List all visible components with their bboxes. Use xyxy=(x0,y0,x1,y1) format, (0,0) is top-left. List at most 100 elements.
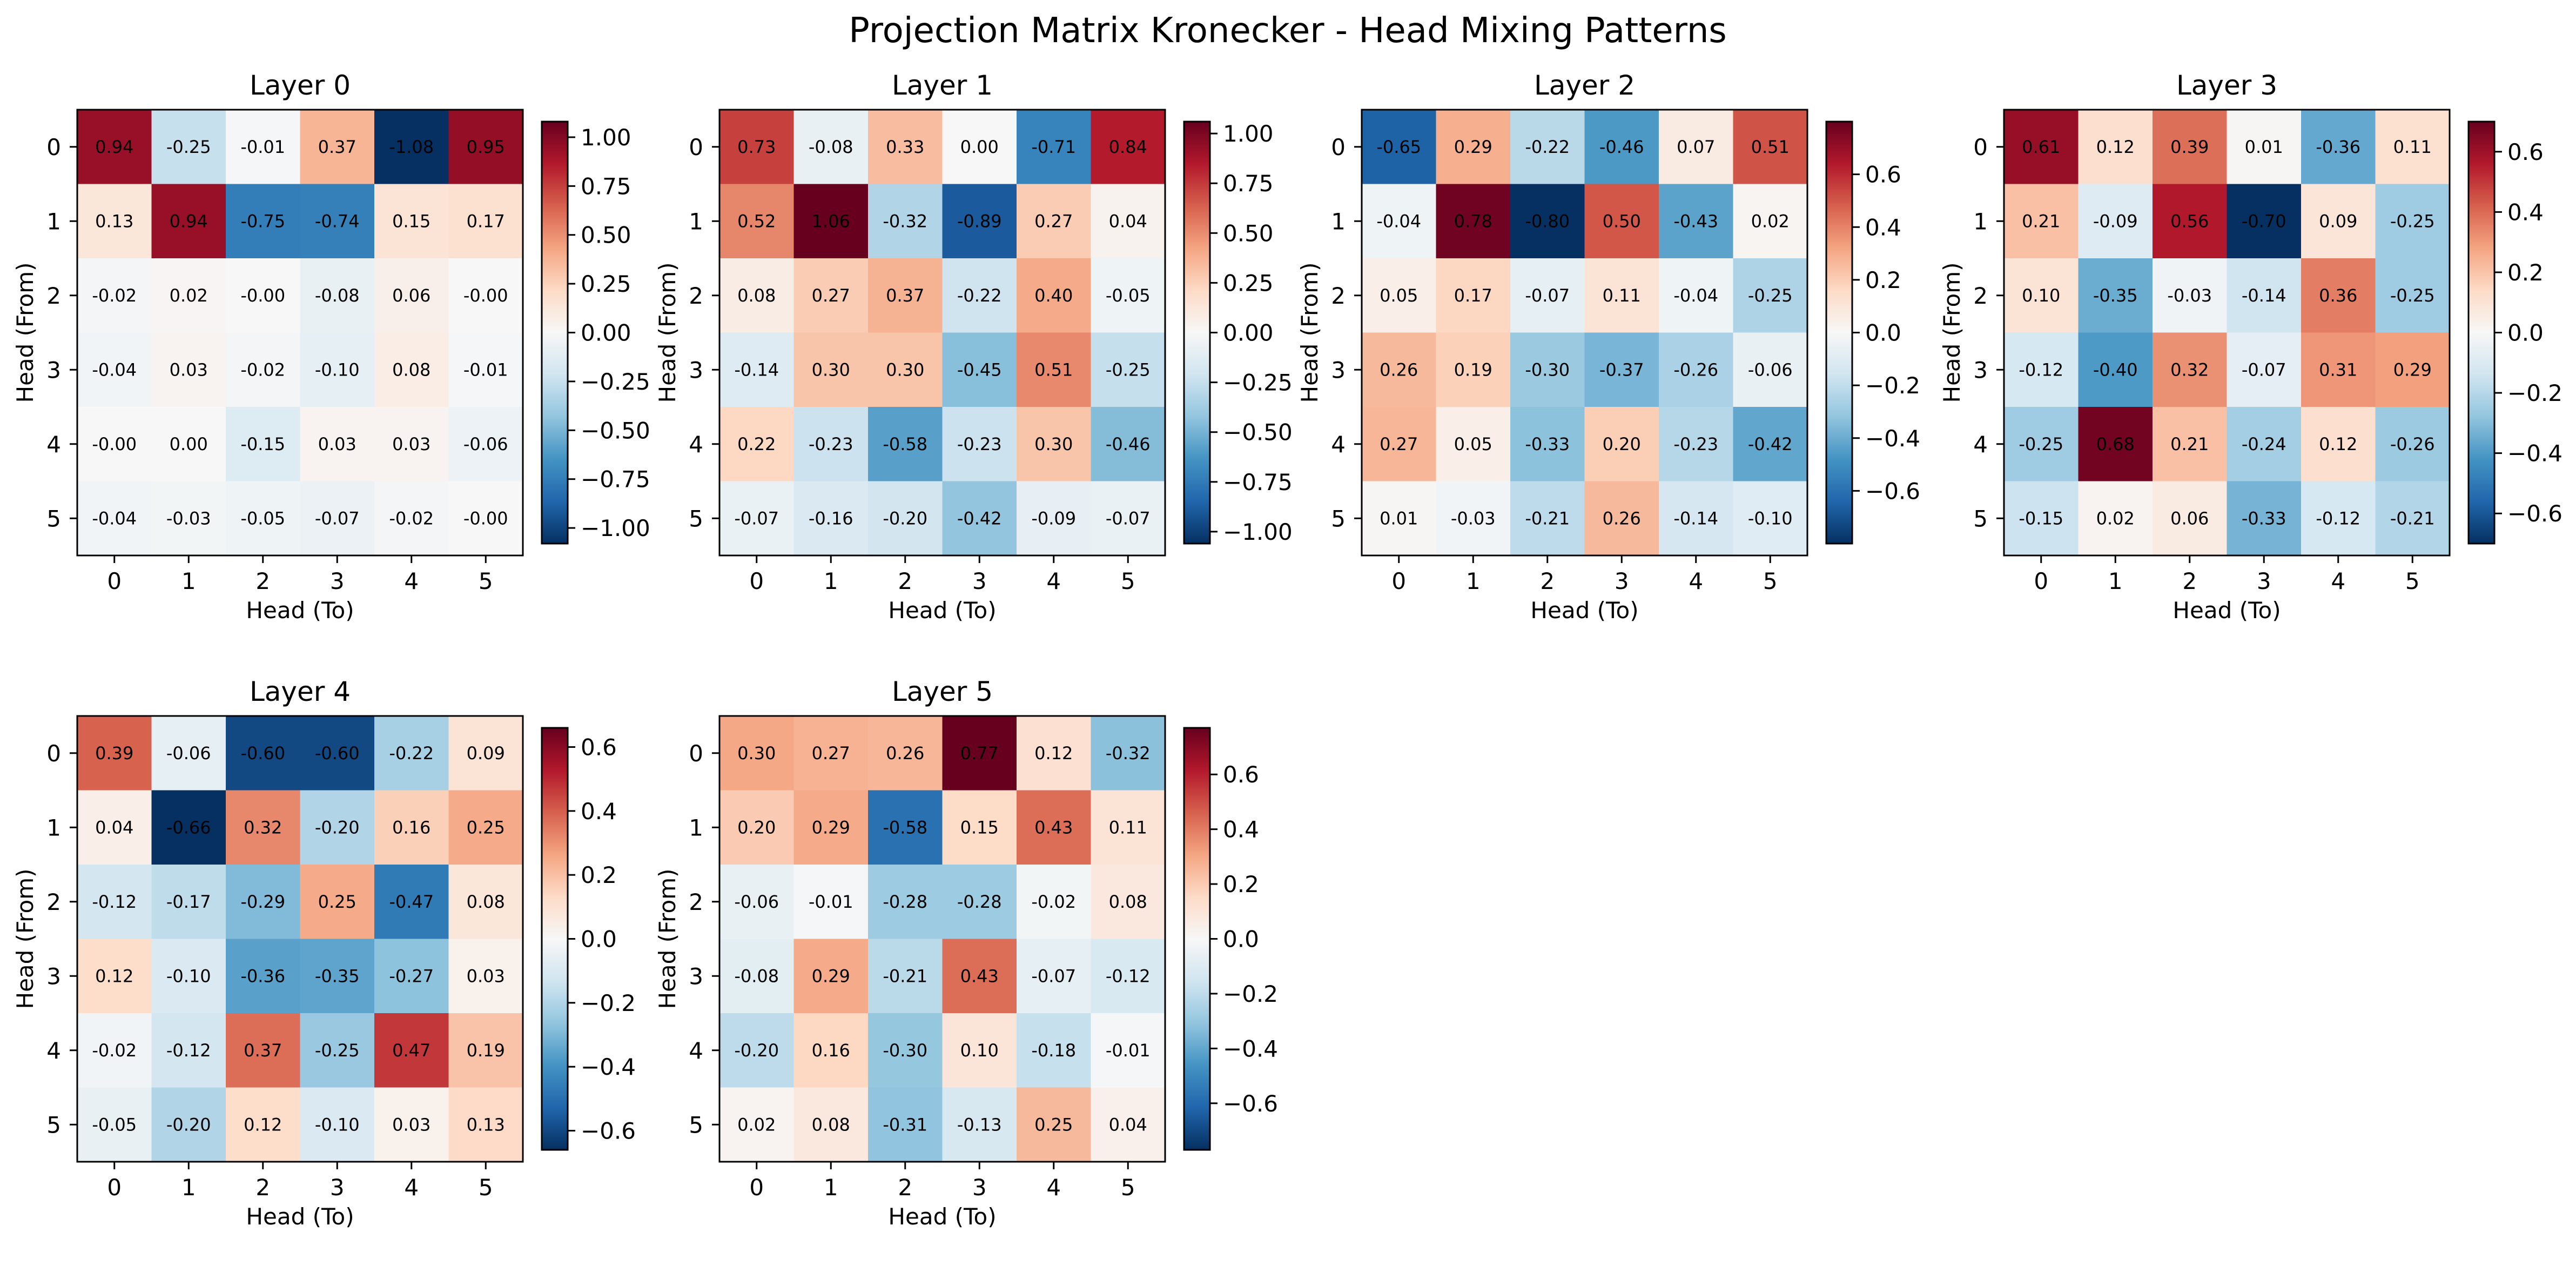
figure-title: Projection Matrix Kronecker - Head Mixin… xyxy=(849,11,1727,51)
cell-value-label: 0.15 xyxy=(960,817,999,838)
colorbar-tick-label: 0.75 xyxy=(1223,170,1274,197)
heatmap-cell xyxy=(2375,258,2450,333)
x-tick-label: 5 xyxy=(1121,568,1135,594)
cell-value-label: 0.25 xyxy=(1034,1114,1073,1135)
cell-value-label: 0.32 xyxy=(2170,359,2209,380)
heatmap-cell xyxy=(374,184,449,259)
plot-frame xyxy=(718,109,1166,557)
y-tick-label: 4 xyxy=(689,1037,703,1064)
x-tick-label: 3 xyxy=(2257,568,2271,594)
heatmap-cell xyxy=(300,184,375,259)
panel-title: Layer 5 xyxy=(892,676,993,707)
heatmap-cell xyxy=(374,939,449,1014)
cell-value-label: 0.47 xyxy=(392,1040,431,1061)
heatmap-cell xyxy=(151,258,226,333)
y-tick-label: 4 xyxy=(46,431,61,458)
colorbar xyxy=(2467,120,2496,545)
cell-value-label: 0.26 xyxy=(1380,359,1418,380)
cell-value-label: 0.50 xyxy=(1603,211,1641,231)
heatmap-cell xyxy=(374,1013,449,1088)
cell-value-label: 0.17 xyxy=(467,211,505,231)
heatmap-cell xyxy=(1733,258,1808,333)
heatmap-cell xyxy=(2078,110,2153,185)
x-tick-label: 1 xyxy=(824,1174,838,1201)
heatmap-cell xyxy=(151,110,226,185)
colorbar-tick-label: 0.0 xyxy=(581,926,617,953)
colorbar-tick-label: −0.4 xyxy=(2507,440,2562,467)
heatmap-cell xyxy=(2227,258,2302,333)
heatmap-cell xyxy=(942,481,1017,556)
heatmap-cell xyxy=(226,716,301,791)
heatmap-cell xyxy=(1091,407,1166,482)
heatmap-cell xyxy=(2227,184,2302,259)
panel-title: Layer 3 xyxy=(2176,70,2277,101)
heatmap-cell xyxy=(1017,110,1092,185)
y-tick-label: 3 xyxy=(46,963,61,989)
heatmap-cell xyxy=(2078,407,2153,482)
heatmap-cell xyxy=(226,407,301,482)
heatmap-cell xyxy=(1510,184,1585,259)
heatmap-cell xyxy=(719,939,795,1014)
heatmap-cell xyxy=(868,716,943,791)
cell-value-label: -0.58 xyxy=(883,434,927,454)
heatmap-cell xyxy=(1733,184,1808,259)
colorbar-tick-label: 0.4 xyxy=(581,798,617,825)
heatmap-cell xyxy=(374,716,449,791)
x-tick-label: 0 xyxy=(107,1174,122,1201)
cell-value-label: 0.95 xyxy=(467,137,505,157)
cell-value-label: 0.51 xyxy=(1751,137,1790,157)
heatmap-cell xyxy=(1091,1013,1166,1088)
cell-value-label: -0.45 xyxy=(957,359,1002,380)
heatmap-cell xyxy=(151,716,226,791)
heatmap-cell xyxy=(719,332,795,407)
heatmap-cell xyxy=(2301,184,2376,259)
heatmap-cell xyxy=(1659,481,1734,556)
colorbar-tick-label: −0.6 xyxy=(1865,478,1920,504)
heatmap-cell xyxy=(1362,481,1437,556)
heatmap-cell xyxy=(942,332,1017,407)
cell-value-label: 0.25 xyxy=(467,817,505,838)
heatmap-cell xyxy=(793,716,869,791)
colorbar-tick-label: 0.00 xyxy=(581,320,631,346)
cell-value-label: 0.12 xyxy=(244,1114,282,1135)
colorbar-tick-label: −0.2 xyxy=(1865,372,1920,399)
heatmap-cell xyxy=(719,481,795,556)
x-tick-label: 4 xyxy=(404,568,419,594)
heatmap-cell xyxy=(374,865,449,940)
heatmap-cell xyxy=(942,790,1017,865)
colorbar-tick-label: −0.2 xyxy=(1223,981,1278,1007)
y-tick-label: 0 xyxy=(1331,134,1346,160)
heatmap-cell xyxy=(226,1013,301,1088)
cell-value-label: -0.05 xyxy=(240,508,285,528)
cell-value-label: 0.22 xyxy=(737,434,776,454)
cell-value-label: -0.21 xyxy=(1525,508,1570,528)
y-tick-label: 3 xyxy=(46,357,61,383)
x-tick-label: 0 xyxy=(107,568,122,594)
cell-value-label: 0.51 xyxy=(1034,359,1073,380)
heatmap-cell xyxy=(1017,407,1092,482)
x-tick-label: 3 xyxy=(972,1174,987,1201)
y-tick-label: 4 xyxy=(689,431,703,458)
cell-value-label: 0.26 xyxy=(1603,508,1641,528)
cell-value-label: -0.35 xyxy=(2093,285,2138,306)
y-tick-label: 1 xyxy=(46,208,61,235)
cell-value-label: -0.07 xyxy=(315,508,360,528)
y-axis-label: Head (From) xyxy=(12,263,38,403)
x-tick-label: 4 xyxy=(1046,568,1061,594)
heatmap-panel-layer-5: Layer 50.30 0.27 0.26 0.77 0.12 -0.320.20 0.29… xyxy=(654,676,1278,1230)
cell-value-label: 0.17 xyxy=(1454,285,1492,306)
cell-value-label: 0.94 xyxy=(95,137,133,157)
cell-value-label: 0.27 xyxy=(1380,434,1418,454)
cell-value-label: 0.78 xyxy=(1454,211,1492,231)
y-axis-label: Head (From) xyxy=(12,869,38,1009)
heatmap-cell xyxy=(226,332,301,407)
y-axis-label: Head (From) xyxy=(1296,263,1323,403)
heatmap-cell xyxy=(1091,110,1166,185)
colorbar xyxy=(541,727,569,1151)
cell-value-label: -0.10 xyxy=(315,359,360,380)
cell-value-label: -0.20 xyxy=(315,817,360,838)
cell-value-label: 1.06 xyxy=(812,211,850,231)
x-tick-label: 0 xyxy=(2034,568,2048,594)
heatmap-cell xyxy=(77,1013,152,1088)
